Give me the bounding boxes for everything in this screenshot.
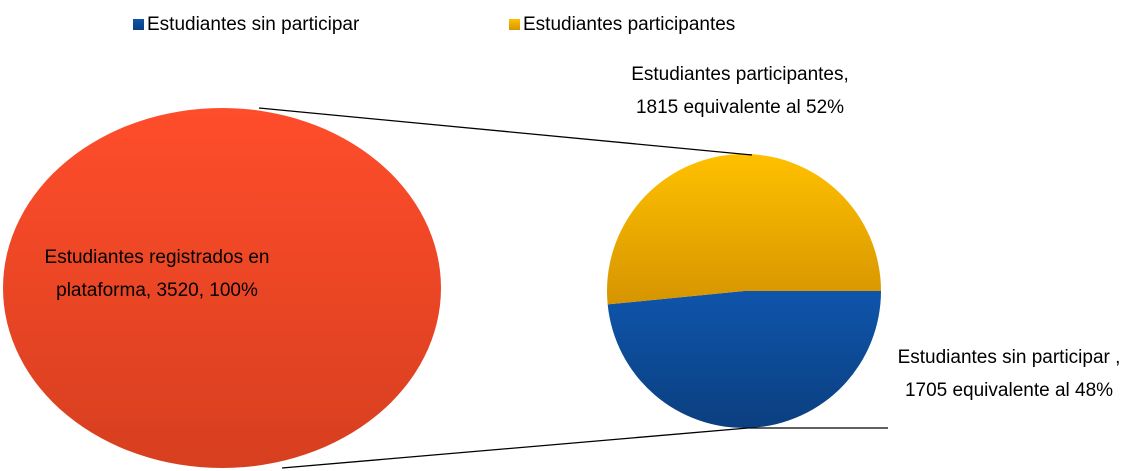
primary-label: Estudiantes registrados en plataforma, 3… (44, 247, 270, 301)
legend-swatch (509, 19, 520, 30)
pie-slice (607, 154, 881, 305)
legend-label: Estudiantes participantes (523, 14, 735, 35)
legend-label: Estudiantes sin participar (147, 14, 360, 35)
legend-swatch (133, 19, 144, 30)
connector-line (281, 427, 749, 469)
slice-label: Estudiantes participantes, 1815 equivale… (631, 64, 849, 118)
connector-line (258, 107, 753, 156)
slice-label: Estudiantes sin participar , 1705 equiva… (897, 347, 1121, 401)
primary-pie (3, 108, 441, 468)
pie-slice (607, 291, 881, 429)
